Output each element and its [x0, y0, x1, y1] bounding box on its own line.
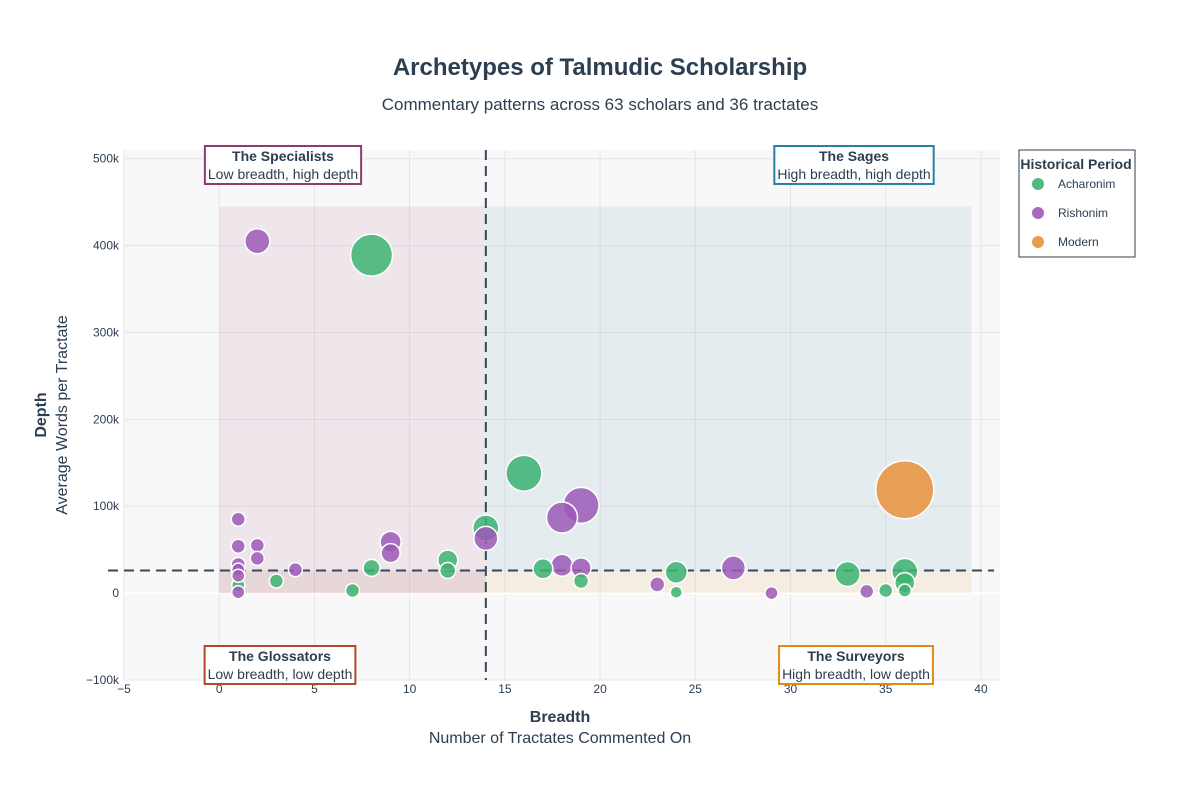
x-tick-label: 15 [498, 682, 512, 696]
legend: Historical Period Acharonim Rishonim Moder… [1018, 149, 1136, 258]
y-tick-label: 100k [93, 499, 120, 513]
scatter-point-rishonim[interactable] [473, 525, 499, 552]
scatter-point-acharonim[interactable] [669, 585, 684, 599]
quadrant-label-box: The Surveyors High breadth, low depth [778, 645, 934, 685]
scatter-point-acharonim[interactable] [834, 560, 861, 588]
scatter-point-rishonim[interactable] [720, 555, 747, 581]
x-axis-title: Breadth [530, 709, 590, 726]
scatter-point-acharonim[interactable] [362, 558, 381, 578]
quadrant-description: Low breadth, high depth [208, 166, 358, 182]
legend-marker-modern [1032, 236, 1044, 248]
quadrant-title: The Specialists [232, 148, 334, 164]
scatter-point-rishonim[interactable] [545, 501, 579, 534]
chart-subtitle: Commentary patterns across 63 scholars a… [382, 95, 819, 114]
quadrant-label-border [778, 645, 934, 685]
quadrant-label-box: The Specialists Low breadth, high depth [203, 145, 363, 185]
scatter-point-rishonim[interactable] [648, 576, 666, 593]
legend-title: Historical Period [1020, 156, 1131, 172]
scatter-point-rishonim[interactable] [764, 585, 779, 601]
scatter-point-modern[interactable] [875, 459, 935, 520]
scatter-point-rishonim[interactable] [230, 511, 247, 528]
scatter-point-acharonim[interactable] [344, 582, 361, 599]
quadrant-label-box: The Glossators Low breadth, low depth [203, 645, 357, 685]
quadrant-title: The Surveyors [807, 648, 904, 664]
scatter-point-rishonim[interactable] [249, 550, 266, 567]
legend-label-acharonim[interactable]: Acharonim [1058, 177, 1115, 191]
scatter-point-rishonim[interactable] [249, 537, 266, 554]
quadrant-title: The Sages [819, 148, 889, 164]
x-tick-labels: −5 0 5 10 15 20 25 30 35 40 [117, 682, 988, 696]
scatter-point-acharonim[interactable] [897, 583, 913, 598]
legend-marker-acharonim [1032, 178, 1044, 190]
legend-label-rishonim[interactable]: Rishonim [1058, 206, 1108, 220]
x-axis-subtitle: Number of Tractates Commented On [429, 730, 691, 747]
y-tick-label: 500k [93, 152, 120, 166]
y-tick-label: 0 [112, 586, 119, 600]
scatter-point-acharonim[interactable] [877, 582, 894, 599]
scatter-point-rishonim[interactable] [287, 561, 304, 578]
data-points[interactable] [230, 227, 935, 601]
scatter-point-rishonim[interactable] [858, 583, 875, 600]
scatter-point-rishonim[interactable] [230, 538, 247, 554]
x-tick-label: 35 [879, 682, 893, 696]
quadrant-region [219, 570, 486, 594]
quadrant-backgrounds [219, 206, 972, 594]
legend-label-modern[interactable]: Modern [1058, 235, 1099, 249]
scatter-point-acharonim[interactable] [532, 558, 554, 580]
scatter-point-rishonim[interactable] [550, 553, 574, 578]
scatter-point-rishonim[interactable] [244, 227, 271, 255]
y-tick-label: 200k [93, 412, 120, 426]
scatter-point-acharonim[interactable] [268, 573, 285, 589]
x-tick-label: −5 [117, 682, 131, 696]
chart-title: Archetypes of Talmudic Scholarship [393, 54, 807, 81]
scatter-point-acharonim[interactable] [572, 572, 590, 590]
x-tick-label: 30 [784, 682, 798, 696]
x-tick-label: 0 [216, 682, 223, 696]
quadrant-label-border [773, 145, 935, 185]
scatter-point-acharonim[interactable] [438, 561, 457, 580]
y-tick-label: 400k [93, 239, 120, 253]
x-tick-label: 40 [974, 682, 988, 696]
x-tick-label: 10 [403, 682, 417, 696]
scatter-point-acharonim[interactable] [349, 233, 394, 277]
quadrant-title: The Glossators [229, 648, 331, 664]
x-tick-label: 5 [311, 682, 318, 696]
x-tick-label: 25 [689, 682, 703, 696]
quadrant-region [219, 206, 486, 594]
quadrant-label-border [203, 645, 357, 685]
scatter-point-acharonim[interactable] [505, 454, 543, 492]
quadrant-description: Low breadth, low depth [208, 666, 353, 682]
scatter-point-acharonim[interactable] [664, 560, 689, 585]
quadrant-label-box: The Sages High breadth, high depth [773, 145, 935, 185]
y-tick-label: 300k [93, 325, 120, 339]
quadrant-label-border [203, 145, 363, 185]
x-tick-label: 20 [593, 682, 607, 696]
scatter-point-rishonim[interactable] [231, 568, 246, 583]
scatter-point-rishonim[interactable] [380, 542, 401, 564]
y-tick-label: −100k [86, 673, 120, 687]
quadrant-description: High breadth, high depth [777, 166, 930, 182]
y-axis-title: Depth [33, 392, 50, 437]
legend-marker-rishonim [1032, 207, 1044, 219]
quadrant-description: High breadth, low depth [782, 666, 930, 682]
y-axis-subtitle: Average Words per Tractate [54, 315, 71, 515]
scatter-point-rishonim[interactable] [231, 584, 246, 600]
y-tick-labels: −100k 0 100k 200k 300k 400k 500k [86, 152, 120, 687]
